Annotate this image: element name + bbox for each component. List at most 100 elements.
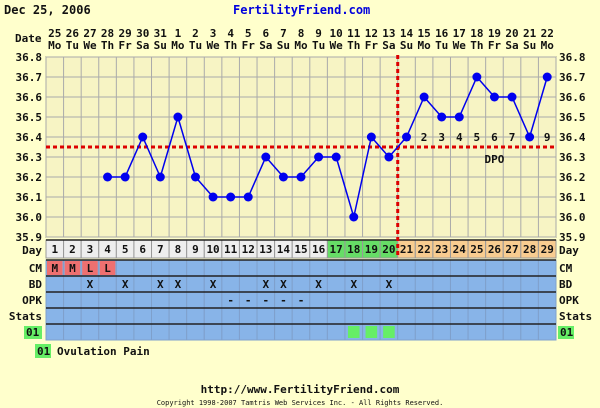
- cell-stats: [115, 307, 135, 325]
- weekday-tick: Mo: [294, 39, 308, 52]
- temperature-point: [402, 132, 412, 142]
- date-tick: 4: [227, 27, 234, 40]
- cell-cm: [186, 259, 205, 277]
- weekday-tick: Fr: [119, 39, 133, 52]
- footer-copyright: Copyright 1998-2007 Tamtris Web Services…: [157, 399, 444, 407]
- cell-opk: [414, 291, 434, 309]
- cell-stats: [238, 307, 258, 325]
- cell-bd: [537, 275, 557, 293]
- weekday-tick: Su: [523, 39, 536, 52]
- dpo-label: DPO: [485, 153, 505, 166]
- cell-opk: [186, 291, 205, 309]
- row-label-right-day: Day: [559, 244, 579, 257]
- cell-code: [221, 323, 240, 341]
- cell-cm: [397, 259, 416, 277]
- weekday-tick: Tu: [189, 39, 202, 52]
- cell-bd: [502, 275, 522, 293]
- cell-opk: [151, 291, 170, 309]
- row-label-right-bd: BD: [559, 278, 573, 291]
- row-label-right-cm: CM: [559, 262, 573, 275]
- weekday-tick: We: [330, 39, 344, 52]
- weekday-tick: Su: [277, 39, 290, 52]
- weekday-tick: Tu: [66, 39, 79, 52]
- date-tick: 7: [280, 27, 287, 40]
- weekday-tick: Fr: [242, 39, 256, 52]
- weekday-tick: Sa: [136, 39, 149, 52]
- cycle-day: 4: [104, 243, 111, 256]
- cell-opk: [203, 291, 223, 309]
- code-swatch-left: [24, 326, 42, 339]
- weekday-tick: Th: [224, 39, 237, 52]
- temperature-point: [331, 152, 341, 162]
- cell-stats: [168, 307, 188, 325]
- cell-stats: [467, 307, 487, 325]
- cell-cm: [326, 259, 346, 277]
- cycle-day: 20: [382, 243, 395, 256]
- y-tick-left: 36.6: [16, 91, 43, 104]
- date-tick: 8: [298, 27, 305, 40]
- cell-code: [520, 323, 539, 341]
- weekday-tick: Su: [400, 39, 413, 52]
- cell-cm: [414, 259, 434, 277]
- weekday-tick: Sa: [259, 39, 272, 52]
- cell-cm: [467, 259, 487, 277]
- date-tick: 28: [101, 27, 114, 40]
- cycle-day: 29: [541, 243, 554, 256]
- temperature-point: [349, 212, 359, 222]
- cell-stats: [379, 307, 399, 325]
- date-tick: 15: [417, 27, 430, 40]
- weekday-tick: We: [83, 39, 97, 52]
- cell-cm: [221, 259, 240, 277]
- code-swatch-right: [558, 326, 574, 339]
- cm-cell: [82, 261, 98, 275]
- date-tick: 5: [245, 27, 252, 40]
- y-tick-right: 35.9: [559, 231, 586, 244]
- cell-stats: [485, 307, 504, 325]
- dpo-number: 4: [456, 131, 463, 144]
- cell-stats: [502, 307, 522, 325]
- cell-code: [274, 323, 293, 341]
- cell-opk: [449, 291, 469, 309]
- cell-code: [432, 323, 451, 341]
- cell-cm: [291, 259, 311, 277]
- cell-opk: [537, 291, 557, 309]
- row-label-cm: CM: [29, 262, 43, 275]
- cycle-day: 24: [453, 243, 467, 256]
- cell-code: [485, 323, 504, 341]
- site-link[interactable]: FertilityFriend.com: [233, 3, 370, 17]
- cm-value: M: [69, 262, 76, 275]
- cycle-day: 1: [51, 243, 58, 256]
- cycle-day: 28: [523, 243, 536, 256]
- cell-opk: [344, 291, 364, 309]
- opk-mark: -: [263, 294, 270, 307]
- y-tick-left: 36.8: [16, 51, 43, 64]
- cell-code: [238, 323, 258, 341]
- weekday-tick: We: [453, 39, 467, 52]
- cycle-day: 15: [294, 243, 307, 256]
- dpo-number: 2: [421, 131, 428, 144]
- cell-cm: [379, 259, 399, 277]
- date-tick: 16: [435, 27, 449, 40]
- y-tick-right: 36.0: [559, 211, 586, 224]
- date-tick: 19: [488, 27, 501, 40]
- temperature-point: [190, 172, 200, 182]
- y-tick-right: 36.4: [559, 131, 586, 144]
- date-tick: 6: [263, 27, 270, 40]
- y-tick-right: 36.2: [559, 171, 586, 184]
- cell-stats: [397, 307, 416, 325]
- temperature-point: [226, 192, 236, 202]
- weekday-tick: Mo: [417, 39, 431, 52]
- cell-code: [115, 323, 135, 341]
- row-label-bd: BD: [29, 278, 43, 291]
- bd-mark: X: [350, 278, 357, 291]
- temperature-point: [138, 132, 148, 142]
- cycle-day: 17: [330, 243, 343, 256]
- code-label-right: 01: [560, 326, 574, 339]
- temperature-point: [366, 132, 376, 142]
- weekday-tick: Fr: [488, 39, 502, 52]
- ovulation-pain-mark: [383, 326, 395, 338]
- cell-stats: [432, 307, 451, 325]
- cell-cm: [115, 259, 135, 277]
- footer-url[interactable]: http://www.FertilityFriend.com: [201, 383, 400, 396]
- cell-cm: [485, 259, 504, 277]
